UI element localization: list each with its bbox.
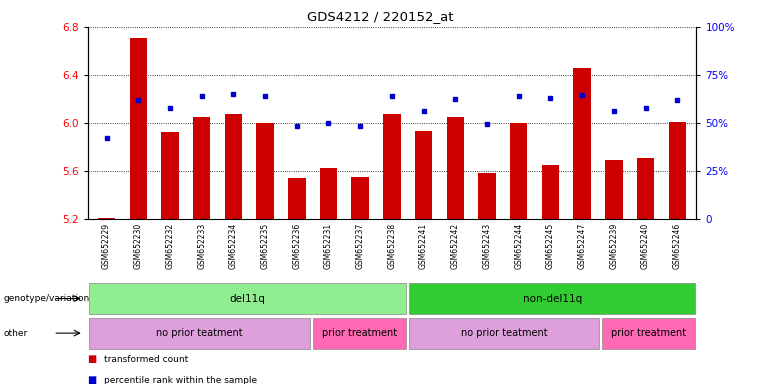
Text: GSM652233: GSM652233	[197, 223, 206, 269]
Text: transformed count: transformed count	[104, 354, 189, 364]
Text: GSM652243: GSM652243	[482, 223, 492, 269]
Bar	[384, 114, 400, 219]
Text: GSM652234: GSM652234	[229, 223, 238, 269]
Bar	[479, 173, 495, 219]
Text: GSM652242: GSM652242	[451, 223, 460, 269]
Text: prior treatment: prior treatment	[610, 328, 686, 338]
Text: GSM652246: GSM652246	[673, 223, 682, 269]
Text: GSM652244: GSM652244	[514, 223, 524, 269]
Text: GSM652245: GSM652245	[546, 223, 555, 269]
Text: del11q: del11q	[230, 293, 266, 304]
Text: ■: ■	[88, 354, 97, 364]
Text: GSM652230: GSM652230	[134, 223, 143, 269]
Text: non-del11q: non-del11q	[523, 293, 581, 304]
Bar	[224, 114, 242, 219]
Text: percentile rank within the sample: percentile rank within the sample	[104, 376, 257, 384]
Text: genotype/variation: genotype/variation	[4, 294, 90, 303]
Bar	[574, 68, 591, 219]
Bar	[447, 117, 464, 219]
Text: GSM652240: GSM652240	[641, 223, 650, 269]
Text: GSM652236: GSM652236	[292, 223, 301, 269]
Text: other: other	[4, 329, 28, 338]
Bar	[320, 169, 337, 219]
Bar	[256, 123, 274, 219]
Text: GSM652237: GSM652237	[355, 223, 365, 269]
Text: prior treatment: prior treatment	[323, 328, 397, 338]
Text: GSM652229: GSM652229	[102, 223, 111, 269]
Bar	[415, 131, 432, 219]
Bar	[352, 177, 369, 219]
Bar	[510, 123, 527, 219]
Bar	[98, 218, 115, 219]
Bar	[637, 158, 654, 219]
Text: GSM652238: GSM652238	[387, 223, 396, 269]
Text: GDS4212 / 220152_at: GDS4212 / 220152_at	[307, 10, 454, 23]
Text: GSM652247: GSM652247	[578, 223, 587, 269]
Bar	[605, 160, 622, 219]
Bar	[129, 38, 147, 219]
Text: GSM652241: GSM652241	[419, 223, 428, 269]
Bar	[161, 132, 179, 219]
Text: no prior teatment: no prior teatment	[460, 328, 547, 338]
Bar	[669, 122, 686, 219]
Text: GSM652232: GSM652232	[165, 223, 174, 269]
Bar	[288, 178, 305, 219]
Bar	[193, 117, 210, 219]
Text: ■: ■	[88, 375, 97, 384]
Text: GSM652231: GSM652231	[324, 223, 333, 269]
Text: GSM652239: GSM652239	[610, 223, 619, 269]
Bar	[542, 165, 559, 219]
Text: no prior teatment: no prior teatment	[156, 328, 243, 338]
Text: GSM652235: GSM652235	[260, 223, 269, 269]
